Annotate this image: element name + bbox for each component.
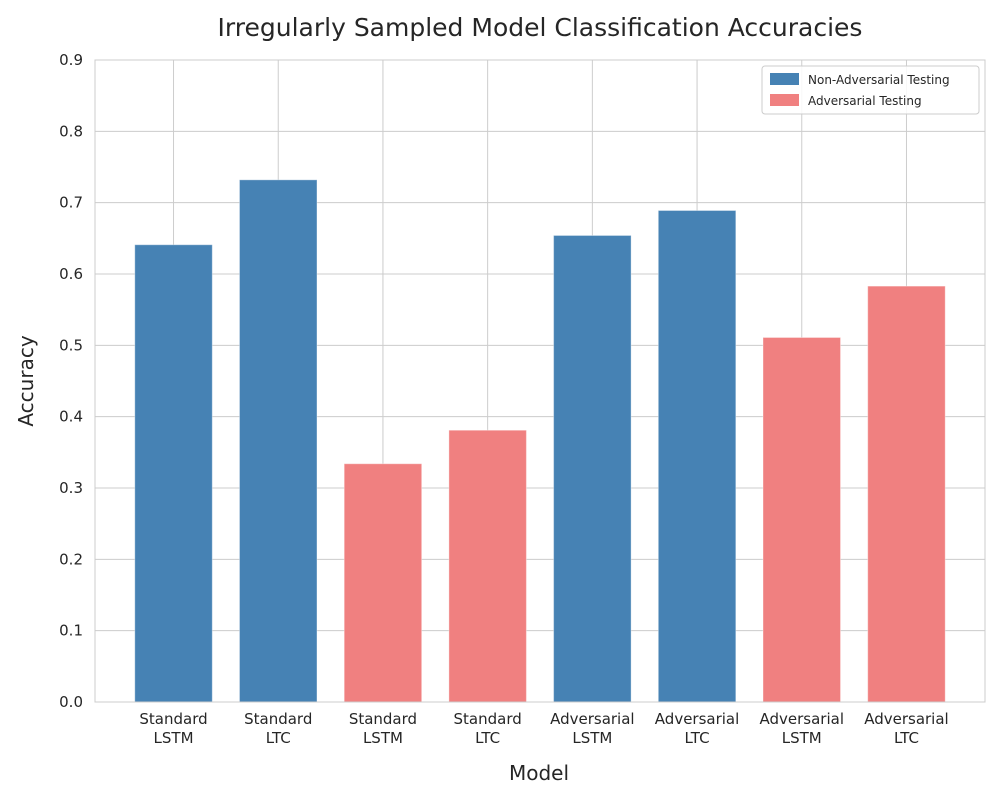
bar-7 <box>762 336 842 703</box>
x-tick-label: Adversarial <box>655 710 740 728</box>
y-tick-label: 0.4 <box>59 408 83 426</box>
bar-4 <box>448 429 527 703</box>
bar-6 <box>657 210 737 703</box>
legend-label-1: Non-Adversarial Testing <box>808 73 950 87</box>
x-tick-label: Standard <box>139 710 207 728</box>
x-tick-label: Adversarial <box>550 710 635 728</box>
legend-swatch-1 <box>770 73 799 85</box>
x-axis-label: Model <box>509 761 569 785</box>
x-tick-label: LTC <box>475 729 500 747</box>
x-tick-label: LTC <box>266 729 291 747</box>
x-tick-label: Standard <box>454 710 522 728</box>
x-tick-label: LSTM <box>363 729 403 747</box>
x-tick-label: Standard <box>349 710 417 728</box>
plot-frame <box>94 59 986 703</box>
x-tick-label: LTC <box>685 729 710 747</box>
x-tick-label: Adversarial <box>760 710 845 728</box>
plot-border <box>94 59 986 703</box>
x-tick-label: Adversarial <box>864 710 949 728</box>
y-tick-label: 0.3 <box>59 479 83 497</box>
x-tick-label: Standard <box>244 710 312 728</box>
x-tick-label: LSTM <box>782 729 822 747</box>
y-tick-label: 0.8 <box>59 122 83 140</box>
legend: Non-Adversarial Testing Adversarial Testi… <box>761 65 980 115</box>
grid <box>95 59 985 703</box>
chart-title: Irregularly Sampled Model Classification… <box>218 13 863 42</box>
bar-5 <box>553 234 632 703</box>
bars <box>134 179 946 703</box>
y-axis-label: Accuracy <box>14 335 38 426</box>
bar-2 <box>238 179 318 703</box>
x-tick-label: LSTM <box>154 729 194 747</box>
x-tick-label: LTC <box>894 729 919 747</box>
y-axis-ticks: 0.0 0.1 0.2 0.3 0.4 0.5 0.6 0.7 0.8 0.9 <box>59 51 83 711</box>
y-tick-label: 0.6 <box>59 265 83 283</box>
x-tick-label: LSTM <box>572 729 612 747</box>
legend-label-2: Adversarial Testing <box>808 94 922 108</box>
y-tick-label: 0.9 <box>59 51 83 69</box>
legend-swatch-2 <box>770 94 799 106</box>
bar-3 <box>343 463 423 703</box>
y-tick-label: 0.5 <box>59 336 83 354</box>
legend-box <box>761 65 980 115</box>
bar-1 <box>134 244 213 703</box>
y-tick-label: 0.2 <box>59 550 83 568</box>
y-tick-label: 0.0 <box>59 693 83 711</box>
bar-8 <box>867 285 946 703</box>
x-axis-ticks: StandardLSTMStandardLTCStandardLSTMStand… <box>139 710 948 747</box>
y-tick-label: 0.7 <box>59 194 83 212</box>
y-tick-label: 0.1 <box>59 622 83 640</box>
